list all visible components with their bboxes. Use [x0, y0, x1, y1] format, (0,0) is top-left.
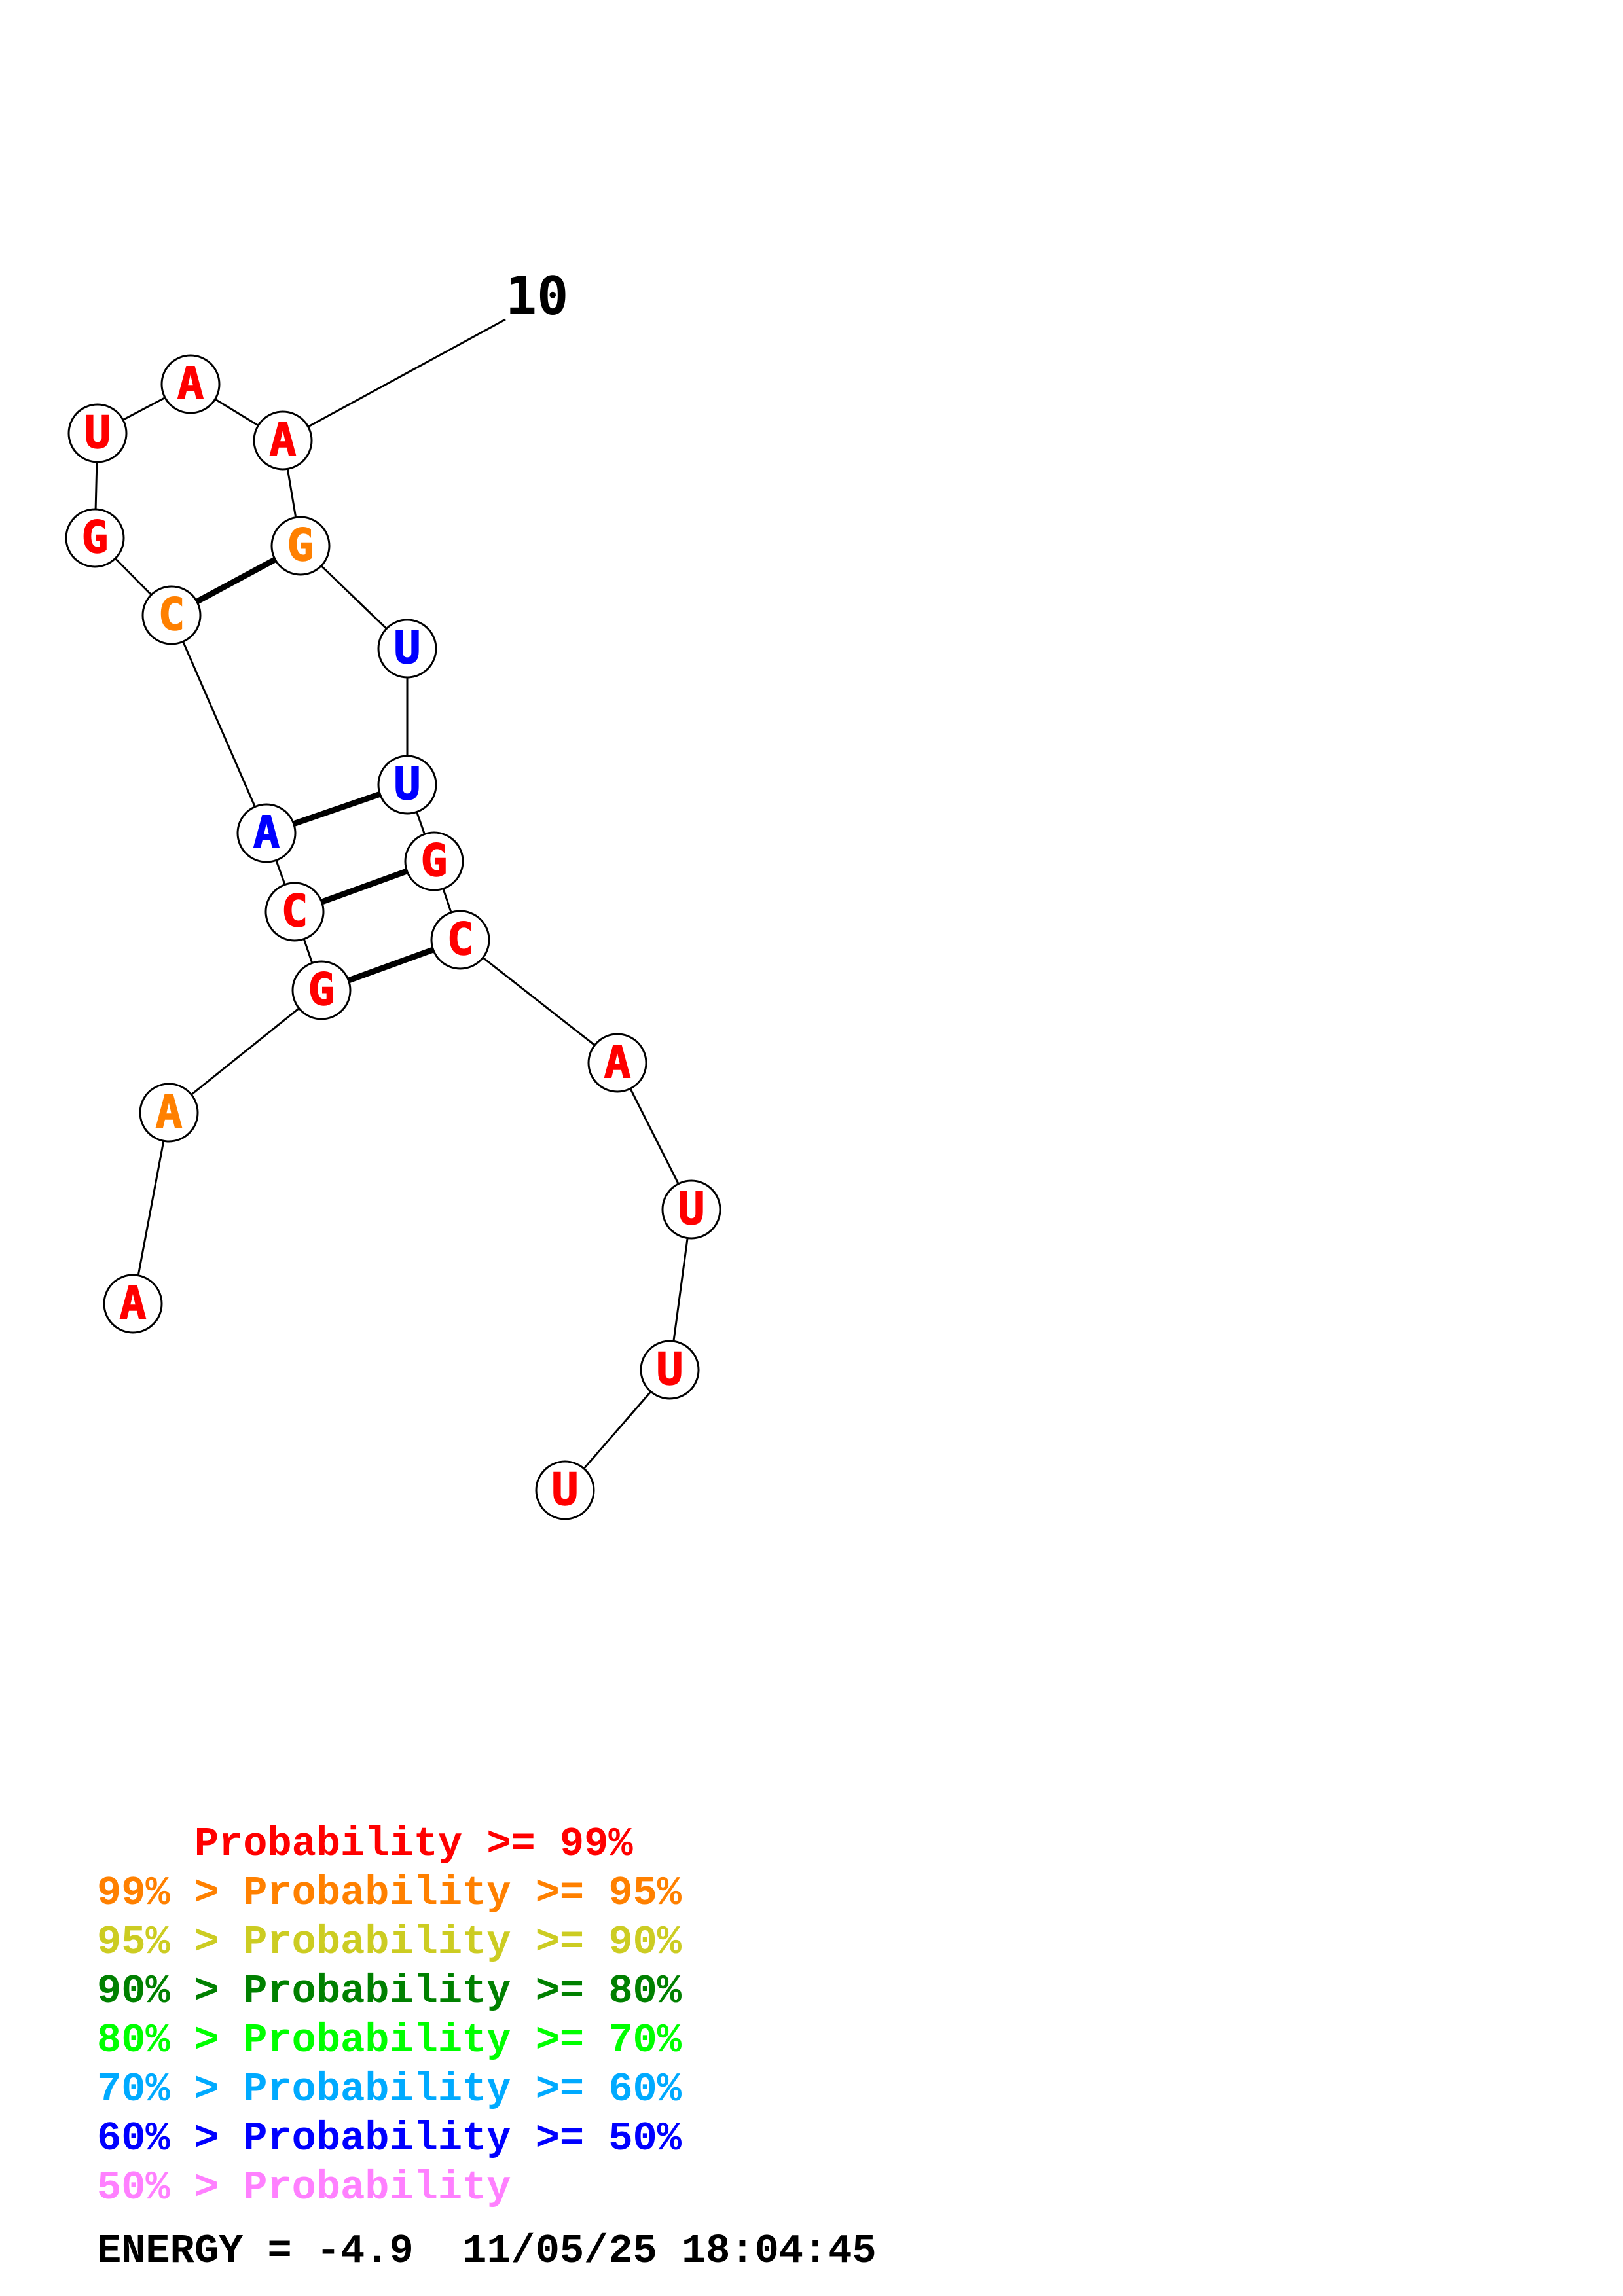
nucleotide-letter: U — [657, 1344, 684, 1395]
nucleotide-circle — [404, 831, 464, 891]
nucleotide: U — [535, 1460, 595, 1520]
nucleotide: C — [141, 585, 202, 645]
nucleotide-letter: G — [308, 964, 335, 1016]
nucleotide-letter: U — [678, 1183, 705, 1235]
nucleotide-letter: A — [253, 807, 280, 859]
legend-entry: 95% > Probability >= 90% — [97, 1919, 682, 1965]
legend-entry: 60% > Probability >= 50% — [97, 2115, 682, 2162]
nucleotide-letter: U — [394, 622, 421, 674]
nucleotide: A — [236, 803, 297, 863]
nucleotide-letter: A — [604, 1037, 631, 1088]
nucleotide-letter: A — [270, 414, 297, 466]
nucleotide: A — [103, 1274, 163, 1334]
nucleotide-circle — [253, 410, 313, 471]
nucleotide: U — [377, 755, 437, 815]
probability-legend: Probability >= 99% 99% > Probability >= 9… — [97, 1820, 682, 2212]
nucleotide-circle — [139, 1083, 199, 1143]
nucleotide-circle — [103, 1274, 163, 1334]
nucleotide: U — [640, 1340, 700, 1400]
nucleotide: G — [270, 516, 331, 576]
nucleotide: U — [67, 403, 128, 463]
energy-value: ENERGY = -4.9 — [97, 2228, 414, 2274]
nucleotide-circle — [377, 619, 437, 679]
nucleotide-letter: C — [158, 589, 185, 641]
nucleotide-circle — [640, 1340, 700, 1400]
backbone-segment — [170, 615, 268, 834]
nucleotide-circle — [270, 516, 331, 576]
energy-line: ENERGY = -4.9 11/05/25 18:04:45 — [97, 2227, 877, 2276]
nucleotide-letter: A — [177, 358, 204, 410]
nucleotide: A — [587, 1033, 647, 1093]
nucleotide-circle — [67, 403, 128, 463]
legend-entry: 99% > Probability >= 95% — [97, 1870, 682, 1916]
nucleotide: G — [291, 960, 352, 1020]
backbone-segment — [132, 1112, 170, 1304]
legend-entry: 90% > Probability >= 80% — [97, 1968, 682, 2015]
nucleotide-letter: G — [287, 520, 314, 571]
nucleotide: U — [377, 619, 437, 679]
nucleotide-letter: C — [282, 886, 308, 937]
nucleotide: U — [661, 1179, 721, 1240]
position-label: 10 — [505, 266, 568, 327]
nucleotide-circle — [65, 508, 125, 568]
legend-entry: 80% > Probability >= 70% — [97, 2017, 682, 2064]
legend-entry: 50% > Probability — [97, 2164, 511, 2211]
position-tick-line — [282, 318, 506, 442]
nucleotide: C — [430, 910, 490, 970]
nucleotide: G — [404, 831, 464, 891]
nucleotide-circle — [141, 585, 202, 645]
timestamp: 11/05/25 18:04:45 — [462, 2228, 877, 2274]
nucleotide-circle — [236, 803, 297, 863]
backbone-layer — [94, 383, 693, 1491]
nucleotide-circle — [661, 1179, 721, 1240]
backbone-segment — [168, 989, 322, 1114]
nucleotide-letter: G — [421, 835, 448, 887]
legend-entry: 70% > Probability >= 60% — [97, 2066, 682, 2113]
nucleotide-circle — [535, 1460, 595, 1520]
nucleotide-letter: A — [156, 1086, 183, 1138]
nucleotide-circle — [160, 354, 221, 414]
nucleotide-circle — [264, 882, 325, 942]
nucleotide: A — [253, 410, 313, 471]
nucleotide: C — [264, 882, 325, 942]
nucleotide: G — [65, 508, 125, 568]
nucleotide-letter: C — [447, 914, 474, 965]
nucleotide-circle — [587, 1033, 647, 1093]
nucleotide-circle — [377, 755, 437, 815]
backbone-segment — [460, 939, 618, 1064]
nucleotide-circle — [430, 910, 490, 970]
nucleotide: A — [160, 354, 221, 414]
nucleotide-letter: U — [552, 1464, 579, 1516]
legend-entry: Probability >= 99% — [97, 1821, 633, 1867]
nucleotide-letter: U — [394, 759, 421, 810]
nucleotide-circle — [291, 960, 352, 1020]
nucleotide-letter: A — [120, 1278, 147, 1329]
nucleotide-letter: G — [82, 512, 109, 564]
nucleotide-letter: U — [84, 407, 111, 459]
nucleotide: A — [139, 1083, 199, 1143]
